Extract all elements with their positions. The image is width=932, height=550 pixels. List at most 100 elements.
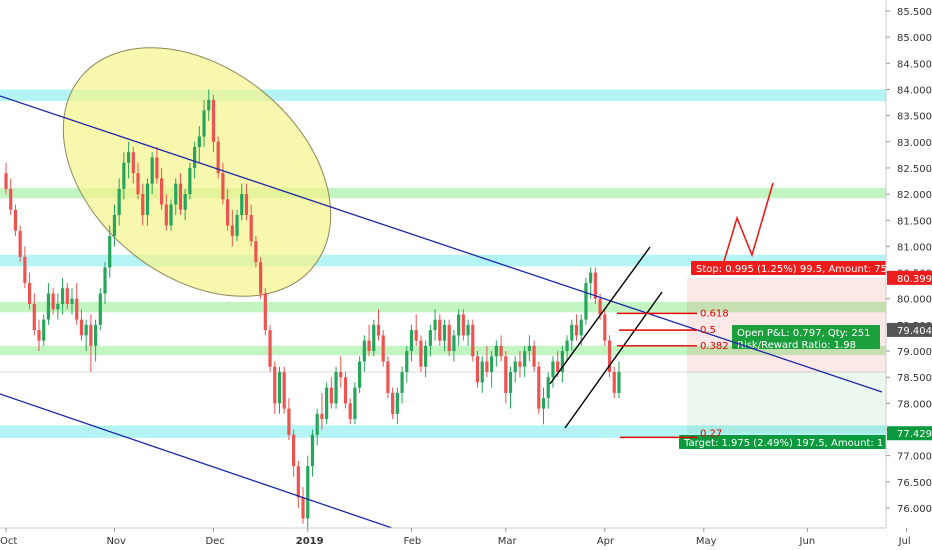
candle-body xyxy=(131,152,135,174)
candle-body xyxy=(60,288,65,304)
candle-body xyxy=(570,324,574,341)
y-tick-label: 82.500 xyxy=(897,164,932,175)
candle-body xyxy=(315,413,319,435)
candle-body xyxy=(155,157,159,179)
candle-body xyxy=(461,314,465,336)
candle-body xyxy=(112,215,117,236)
candle-body xyxy=(546,377,550,399)
fib-label-0.382: 0.382 xyxy=(700,341,729,352)
target-label[interactable]: Target: 1.975 (2.49%) 197.5, Amount: 1 xyxy=(679,435,886,449)
candle-body xyxy=(589,272,593,284)
candle-body xyxy=(183,194,187,210)
candle-body xyxy=(409,330,414,352)
candle-body xyxy=(249,215,253,242)
candle-body xyxy=(56,303,60,310)
time-axis: Oct Nov Dec 2019 Feb Mar Apr May Jun Jul xyxy=(0,527,911,547)
candle-body xyxy=(395,392,399,414)
y-tick-label: 83.000 xyxy=(897,138,932,149)
channel-line-lower[interactable] xyxy=(564,291,663,429)
zone-5 xyxy=(0,425,886,438)
candle-body xyxy=(221,173,225,200)
candle-body xyxy=(603,314,607,341)
candle-body xyxy=(306,466,310,519)
candle-body xyxy=(362,340,366,362)
candle-body xyxy=(466,324,470,336)
candle-body xyxy=(579,319,583,336)
target-area[interactable] xyxy=(687,371,886,434)
candle-body xyxy=(93,324,98,346)
candle-body xyxy=(65,288,69,304)
candle-body xyxy=(136,173,140,195)
price-label-bg-2 xyxy=(887,426,932,441)
candlesticks xyxy=(4,89,621,529)
candle-body xyxy=(254,241,258,263)
y-tick-label: 84.000 xyxy=(897,85,932,96)
x-tick-label: 2019 xyxy=(296,536,324,547)
stop-area[interactable] xyxy=(687,277,886,372)
candle-body xyxy=(310,434,315,467)
y-tick-label: 77.000 xyxy=(897,452,932,463)
candle-body xyxy=(329,387,333,404)
candle-body xyxy=(98,293,102,325)
candle-body xyxy=(301,497,305,519)
downtrend-line-lower[interactable] xyxy=(0,393,393,529)
candle-body xyxy=(419,340,423,367)
candle-body xyxy=(32,303,36,331)
y-tick-label: 83.500 xyxy=(897,112,932,123)
candle-body xyxy=(612,371,616,393)
y-tick-label: 80.000 xyxy=(897,295,932,306)
price-label-2: 77.429 xyxy=(897,429,932,440)
fib-levels[interactable]: 0.618 0.5 0.382 0.27 xyxy=(617,308,729,439)
candle-body xyxy=(353,387,357,420)
drawings[interactable] xyxy=(15,0,379,347)
price-label-0: 80.399 xyxy=(897,274,932,285)
fib-label-0.27: 0.27 xyxy=(700,428,722,439)
candle-body xyxy=(339,371,343,378)
price-label-bg-1 xyxy=(887,322,932,337)
candle-body xyxy=(376,324,381,336)
candle-body xyxy=(235,215,239,236)
candle-body xyxy=(202,110,206,137)
candle-body xyxy=(617,371,621,393)
candle-body xyxy=(565,340,569,352)
candle-body xyxy=(277,371,282,404)
trend-lines[interactable] xyxy=(0,95,883,529)
candle-body xyxy=(126,152,131,163)
y-tick-label: 85.000 xyxy=(897,33,932,44)
candle-body xyxy=(282,371,286,409)
position-tool[interactable]: Stop: 0.995 (1.25%) 99.5, Amount: 75 Open… xyxy=(679,261,887,449)
fib-label-0.618: 0.618 xyxy=(700,308,729,319)
zone-4 xyxy=(0,345,886,356)
x-tick-label: Jun xyxy=(799,536,816,547)
downtrend-line-upper[interactable] xyxy=(0,95,883,393)
channel-line-upper[interactable] xyxy=(549,246,651,385)
y-tick-label: 84.500 xyxy=(897,59,932,70)
x-tick-label: Mar xyxy=(498,536,518,547)
highlight-ellipse[interactable] xyxy=(15,0,379,347)
candle-body xyxy=(263,293,267,331)
candle-body xyxy=(84,324,88,336)
open-pl-label[interactable]: Open P&L: 0.797, Qty: 251 Risk/Reward Ra… xyxy=(732,325,880,351)
stop-label[interactable]: Stop: 0.995 (1.25%) 99.5, Amount: 75 xyxy=(691,261,887,275)
x-tick-label: Feb xyxy=(403,536,421,547)
candle-body xyxy=(75,298,79,320)
candle-body xyxy=(178,183,183,210)
candle-body xyxy=(108,235,112,268)
candle-body xyxy=(197,136,201,148)
candle-body xyxy=(207,99,211,111)
candle-body xyxy=(391,392,395,414)
candle-body xyxy=(494,345,498,357)
projection-path[interactable] xyxy=(721,182,774,269)
y-tick-label: 76.000 xyxy=(897,504,932,515)
candle-body xyxy=(386,361,390,393)
y-tick-label: 81.500 xyxy=(897,216,932,227)
candle-body xyxy=(424,345,428,367)
open-pl-label-text-0: Open P&L: 0.797, Qty: 251 xyxy=(737,328,870,339)
candle-body xyxy=(42,319,46,341)
fib-label-0.5: 0.5 xyxy=(700,325,716,336)
candle-body xyxy=(372,324,376,352)
support-resistance-zones xyxy=(0,89,886,438)
candle-body xyxy=(485,361,489,372)
candle-body xyxy=(490,356,494,372)
